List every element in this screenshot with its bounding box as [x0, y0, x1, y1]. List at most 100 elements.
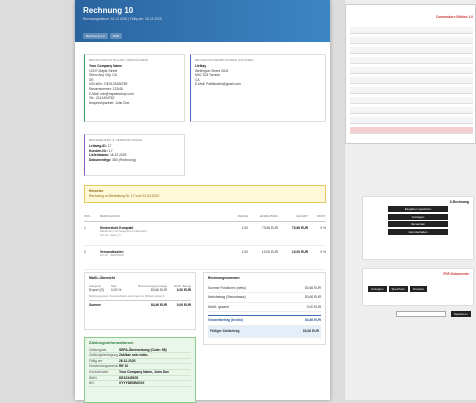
label: IBAN [89, 375, 97, 380]
list-row [350, 107, 473, 114]
reference: Dokumenttyp:380 (Rechnung) [89, 158, 180, 163]
pos: 1 [84, 225, 86, 230]
heading: Rechnungssummen [208, 276, 240, 280]
value: 83,66 EUR [304, 318, 321, 323]
value: RE 10 [119, 364, 129, 369]
address-line: E-Mail: info@mywebshop.com [89, 91, 134, 96]
label: Nettobetrag (Steuerbasis) [208, 295, 246, 300]
item-name: Versandkosten [100, 249, 124, 254]
badge: EUR [109, 33, 123, 39]
value: 17 [107, 144, 112, 148]
heading: Zahlungsinformationen [89, 340, 134, 345]
label: Gesamtbetrag (brutto) [208, 318, 243, 323]
address-line: 90xxx Any City, CA [89, 73, 117, 78]
badges: Rechnung 1.0 EUR [83, 24, 322, 42]
name: Your Company Name [89, 64, 123, 68]
edition: Commodore Edition 1.0 [435, 15, 473, 19]
pos: 2 [84, 249, 86, 254]
action-button[interactable]: Eingaben speichern [388, 206, 448, 213]
list-row [350, 127, 473, 134]
value: 16.12.2025 [109, 153, 127, 158]
list-row [350, 27, 473, 34]
label: BIC [89, 381, 95, 386]
totals: Rechnungssummen Summe Positionen (netto) 8… [203, 272, 326, 345]
description: Kinderstuhl Kompakt Bekannter und bequeme… [100, 226, 224, 241]
buyer: RECHNUNGSEMPFÄNGER (KÄUFER) Lielkay Wellin… [190, 54, 326, 122]
value: 380 (Rechnung) [112, 157, 136, 162]
address-line: Steuernummer: 123/45 [89, 86, 123, 91]
column-header: MENGE [237, 214, 248, 218]
payment-row: Zahlungsart SEPA-Überweisung (Code: 58) [89, 348, 191, 354]
label: Summe Positionen (netto) [208, 285, 247, 290]
column-header: POS. [84, 214, 91, 218]
payment-row: Kontoinhaber Your Company Name, John Doe [89, 370, 191, 376]
payment-row: Verwendungszweck RE 10 [89, 364, 191, 370]
invoice: Rechnung 10 Rechnungsdatum: 16.12.2025 |… [75, 0, 330, 403]
input[interactable] [396, 311, 446, 317]
reference: Lieferdatum:16.12.2025 [89, 153, 180, 158]
pdf-panel: PDF-Dokumente Anzeigen Speichern Drucken [362, 268, 474, 306]
action-button[interactable]: Herunterladen [388, 228, 448, 235]
label: Dokumenttyp: [89, 157, 112, 162]
title: Rechnung 10 [83, 6, 134, 15]
column-header: MwSt.-Betrag [174, 283, 191, 288]
list-row [350, 47, 473, 54]
qty: 1,00 [241, 225, 248, 230]
list-row [350, 117, 473, 124]
cell: 0,00 EUR [176, 288, 191, 293]
action-button[interactable]: Drucken [410, 285, 428, 292]
heading: RECHNUNGSEMPFÄNGER (KÄUFER) [195, 58, 254, 62]
references: REFERENZEN & VERBINDUNGEN Leitweg-ID:17 Ku… [84, 134, 185, 176]
payment-row: Zahlungsbedingung Zahlbar sein netto. [89, 353, 191, 359]
column-header: EINZELPREIS [259, 214, 278, 218]
column-header: Satz [111, 283, 117, 288]
item-desc: Art.-Nr.: demo_5 [100, 232, 121, 237]
qty: 1,00 [241, 249, 248, 254]
seller: RECHNUNGSSTELLER (VERKÄUFER) Your Company… [84, 54, 185, 122]
notes-heading: Hinweise [89, 189, 104, 193]
address-line: M4C 5J3 Toronto [195, 73, 221, 78]
name: Lielkay [195, 64, 207, 68]
payment: Zahlungsinformationen Zahlungsart SEPA-Übe… [84, 337, 196, 403]
description: Versandkosten Art.-Nr.: SHIPPING [100, 250, 224, 265]
reference: Leitweg-ID:17 [89, 144, 180, 149]
label: Verwendungszweck [89, 364, 119, 369]
action-button[interactable]: Anzeigen [388, 213, 448, 220]
action-button[interactable]: Anzeigen [368, 285, 387, 292]
action-button[interactable]: Versenden [388, 221, 448, 228]
list-row [350, 77, 473, 84]
reference: Kunden-Nr.:17 [89, 149, 180, 154]
vat: 0 % [320, 249, 326, 254]
payment-row: IBAN DE12345678 [89, 376, 191, 382]
cell: Export (G) [89, 288, 105, 293]
heading: MwSt.-Übersicht [89, 276, 115, 280]
cell: 0,00 % [111, 288, 122, 293]
buttons: Anzeigen Speichern Drucken [367, 277, 469, 295]
value: 26.12.2025 [119, 358, 136, 363]
subtitle: Rechnungsdatum: 16.12.2025 | Fällig am: … [83, 17, 162, 21]
address-line: CA [195, 77, 200, 82]
list-row [350, 37, 473, 44]
item-desc: Art.-Nr.: SHIPPING [100, 253, 124, 258]
heading: REFERENZEN & VERBINDUNGEN [89, 138, 143, 142]
item-name: Kinderstuhl Kompakt [100, 225, 134, 230]
value: Your Company Name, John Doe [119, 369, 169, 374]
item-desc: Bekannter und bequemer Kinderstuhl [100, 229, 147, 234]
column-header: Bemessungsgrundlage [138, 283, 167, 288]
vat-row: Export (G) 0,00 % 83,66 EUR 0,00 EUR [89, 288, 191, 293]
total: 73,66 EUR [291, 225, 308, 230]
address-line: Tel.: 2141494752 [89, 96, 115, 101]
total-row: Nettobetrag (Steuerbasis) 83,66 EUR [208, 293, 321, 303]
value: 83,66 EUR [304, 285, 321, 290]
list-row [350, 67, 473, 74]
save-button[interactable]: Speichern [451, 311, 471, 317]
action-button[interactable]: Speichern [388, 285, 409, 292]
cell: 0,00 EUR [176, 303, 191, 308]
items-table: POS. BEZEICHNUNG MENGE EINZELPREIS GESAMT MWS… [84, 212, 326, 270]
value: SEPA-Überweisung (Code: 58) [119, 347, 167, 352]
label: Fälliger Zahlbetrag [210, 328, 240, 333]
list-row [350, 97, 473, 104]
label: Lieferdatum: [89, 153, 109, 158]
header: Rechnung 10 Rechnungsdatum: 16.12.2025 |… [75, 0, 330, 42]
list-row [350, 57, 473, 64]
